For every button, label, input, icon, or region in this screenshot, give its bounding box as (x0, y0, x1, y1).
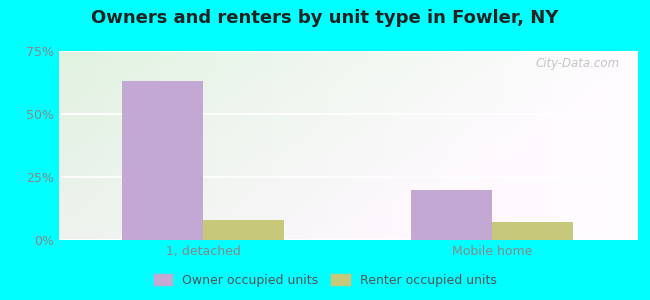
Bar (203, 220, 284, 240)
Bar (122, 81, 203, 240)
Bar (411, 190, 493, 240)
Text: City-Data.com: City-Data.com (536, 57, 619, 70)
Bar (493, 222, 573, 240)
Text: Owners and renters by unit type in Fowler, NY: Owners and renters by unit type in Fowle… (91, 9, 559, 27)
Legend: Owner occupied units, Renter occupied units: Owner occupied units, Renter occupied un… (150, 270, 500, 291)
